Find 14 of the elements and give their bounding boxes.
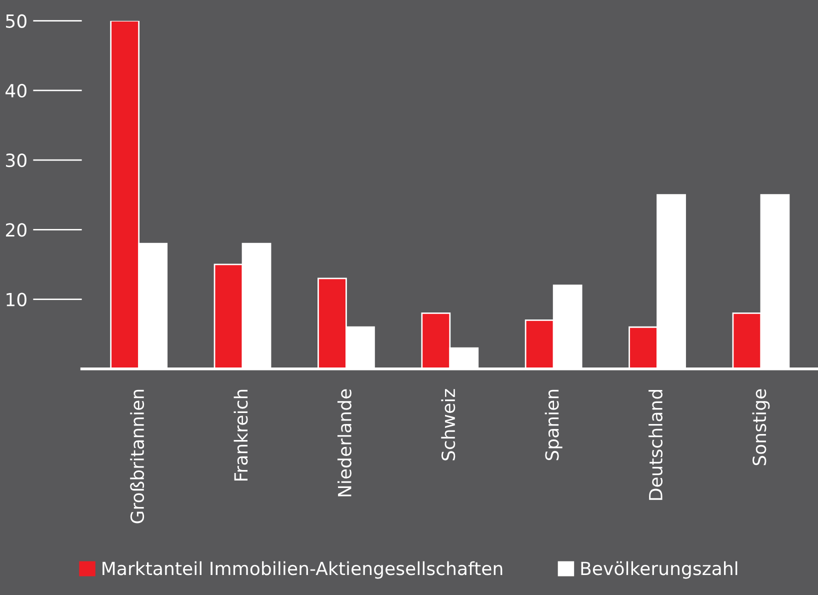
y-tick-label: 10: [6, 292, 26, 306]
x-tick-label: Sonstige: [752, 389, 770, 466]
legend-label: Marktanteil Immobilien-Aktiengesellschaften: [102, 561, 502, 579]
y-tick-label: 40: [6, 84, 26, 98]
y-tick-label: 50: [6, 14, 26, 28]
x-tick-label: Frankreich: [234, 390, 248, 481]
x-tick-label: Spanien: [544, 390, 562, 460]
y-tick-label: 20: [6, 223, 26, 237]
x-tick-label: Deutschland: [648, 390, 663, 500]
x-tick-label: Niederlande: [337, 389, 352, 496]
legend-label: Bevölkerungszahl: [581, 561, 738, 579]
x-tick-label: Großbritannien: [130, 390, 144, 524]
x-tick-label: Schweiz: [441, 389, 456, 460]
y-tick-label: 30: [6, 154, 26, 168]
